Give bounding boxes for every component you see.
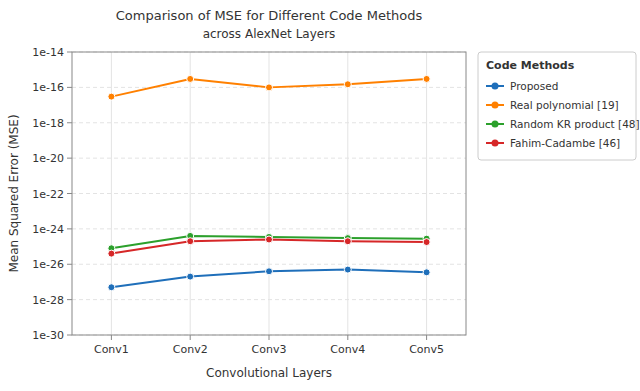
subtitle: across AlexNet Layers [203, 27, 336, 41]
legend: Code Methods Proposed Real polynomial [19]… [478, 52, 640, 160]
tick [67, 335, 72, 336]
point [108, 250, 115, 257]
tick-label: 1e-20 [32, 152, 64, 165]
tick-label: 1e-16 [32, 81, 64, 94]
legend-swatch-marker [492, 83, 499, 90]
point [266, 236, 273, 243]
grid [72, 52, 466, 335]
point [344, 238, 351, 245]
background [0, 0, 640, 391]
legend-swatch-marker [492, 102, 499, 109]
tick-label: Conv4 [330, 343, 365, 356]
tick-label: Conv3 [252, 343, 287, 356]
tick [67, 122, 72, 123]
tick-label: 1e-14 [32, 46, 64, 59]
point [108, 93, 115, 100]
page: {"chart_data": { "type": "line", "title"… [0, 0, 640, 391]
tick-label: 1e-28 [32, 294, 64, 307]
title: Comparison of MSE for Different Code Met… [116, 8, 423, 23]
legend-label: Fahim-Cadambe [46] [510, 137, 620, 149]
point [423, 269, 430, 276]
tick-label: 1e-18 [32, 117, 64, 130]
series-group [108, 75, 430, 290]
tick [67, 87, 72, 88]
tick [269, 335, 270, 340]
tick [67, 158, 72, 159]
tick [67, 264, 72, 265]
tick-label: 1e-24 [32, 223, 64, 236]
tick-label: Conv2 [173, 343, 208, 356]
legend-box [478, 52, 636, 160]
point [423, 75, 430, 82]
line [111, 79, 426, 97]
tick [67, 52, 72, 53]
tick [426, 335, 427, 340]
chart: Comparison of MSE for Different Code Met… [0, 0, 640, 391]
point [187, 273, 194, 280]
series [108, 236, 430, 257]
tick [347, 335, 348, 340]
plot-frame [72, 52, 466, 335]
tick-label: Conv1 [94, 343, 129, 356]
series [108, 75, 430, 100]
point [187, 238, 194, 245]
y-axis-label: Mean Squared Error (MSE) [7, 114, 21, 272]
tick-label: 1e-30 [32, 329, 64, 342]
tick [67, 228, 72, 229]
point [344, 266, 351, 273]
point [423, 239, 430, 246]
tick-label: 1e-26 [32, 258, 64, 271]
legend-label: Random KR product [48] [510, 118, 640, 130]
grid-line [190, 52, 191, 335]
point [344, 81, 351, 88]
tick-label: 1e-22 [32, 188, 64, 201]
point [266, 268, 273, 275]
legend-swatch-marker [492, 121, 499, 128]
series [108, 266, 430, 291]
tick [67, 299, 72, 300]
axes: 1e-30 1e-28 1e-26 1e-24 1e-22 1e-20 1e-18 1e-16… [32, 46, 466, 356]
grid-line [426, 52, 427, 335]
tick-label: Conv5 [409, 343, 444, 356]
grid-line [269, 52, 270, 335]
legend-swatch-marker [492, 140, 499, 147]
point [108, 284, 115, 291]
tick [67, 193, 72, 194]
grid-line [347, 52, 348, 335]
x-axis-label: Convolutional Layers [206, 366, 332, 380]
legend-label: Real polynomial [19] [510, 99, 619, 111]
legend-label: Proposed [510, 80, 558, 92]
tick [190, 335, 191, 340]
legend-title: Code Methods [486, 59, 575, 72]
point [266, 84, 273, 91]
point [187, 75, 194, 82]
tick [111, 335, 112, 340]
